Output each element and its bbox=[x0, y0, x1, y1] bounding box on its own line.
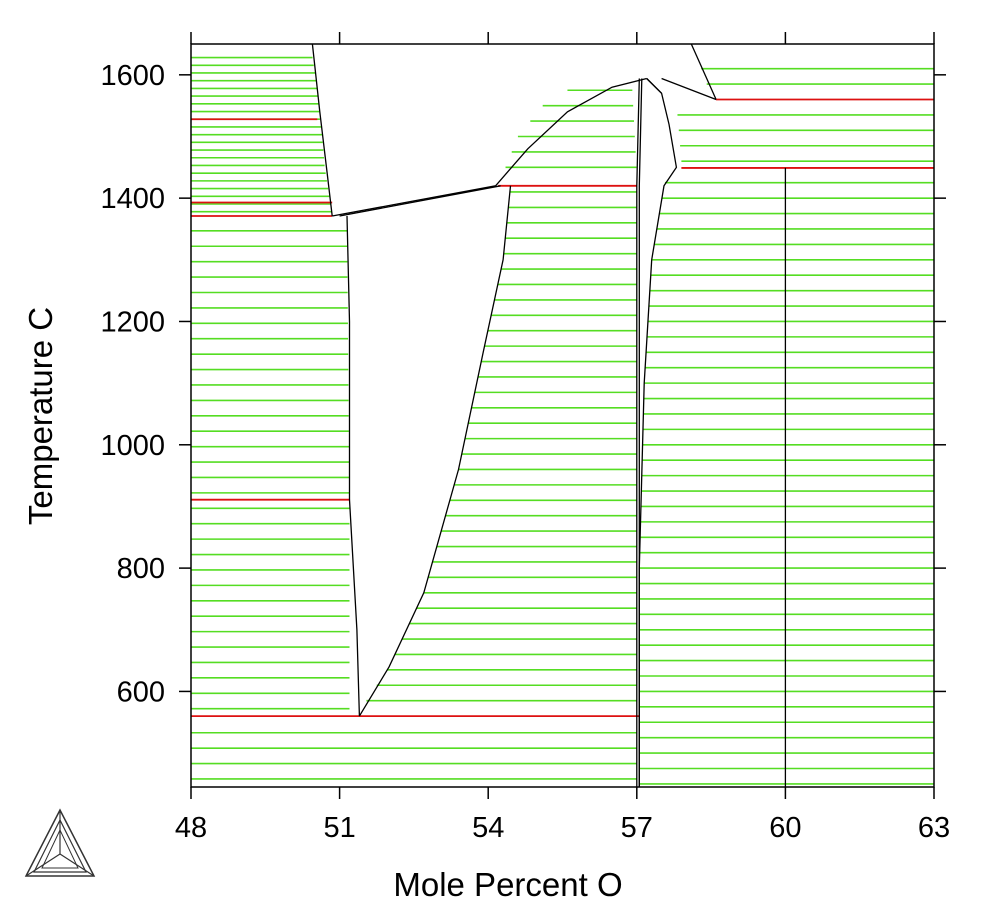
phase-boundary bbox=[636, 78, 640, 787]
y-tick-label: 800 bbox=[117, 553, 165, 585]
x-tick-label: 54 bbox=[472, 812, 504, 844]
phase-boundary bbox=[346, 215, 361, 717]
y-axis-title: Temperature C bbox=[22, 307, 59, 525]
y-tick-label: 1200 bbox=[100, 306, 165, 338]
thermo-calc-triangle-icon bbox=[24, 808, 96, 877]
x-tick-label: 48 bbox=[175, 812, 207, 844]
x-tick-label: 57 bbox=[621, 812, 653, 844]
plot-frame bbox=[190, 43, 935, 788]
y-tick-label: 600 bbox=[117, 676, 165, 708]
invariant-lines-layer bbox=[191, 98, 934, 717]
phase-boundaries-layer bbox=[311, 43, 787, 787]
x-tick-label: 60 bbox=[769, 812, 801, 844]
phase-boundary bbox=[358, 185, 512, 717]
tick-labels-layer: 48 51 54 57 60 63 600 800 1000 1200 1400 1600 bbox=[100, 60, 950, 844]
y-tick-label: 1600 bbox=[100, 60, 165, 92]
axes-layer bbox=[179, 32, 946, 799]
phase-boundary bbox=[495, 77, 647, 187]
phase-boundary bbox=[690, 43, 717, 100]
x-tick-label: 63 bbox=[918, 812, 950, 844]
tie-lines-layer bbox=[191, 56, 934, 785]
phase-boundary bbox=[311, 43, 333, 217]
phase-boundary bbox=[638, 78, 678, 787]
y-tick-label: 1400 bbox=[100, 183, 165, 215]
x-tick-label: 51 bbox=[323, 812, 355, 844]
y-tick-label: 1000 bbox=[100, 430, 165, 462]
phase-boundary bbox=[339, 185, 501, 217]
phase-boundary bbox=[661, 77, 717, 101]
phase-boundary bbox=[332, 185, 496, 217]
x-axis-title: Mole Percent O bbox=[393, 866, 622, 903]
